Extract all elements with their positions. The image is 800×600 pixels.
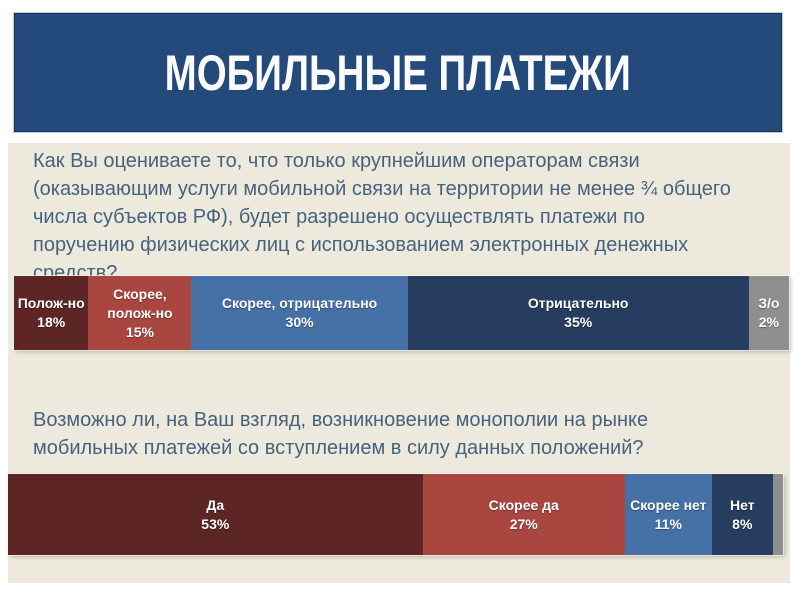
bar-segment: З/о 2% (748, 276, 789, 350)
title-bar: МОБИЛЬНЫЕ ПЛАТЕЖИ (13, 12, 783, 133)
bar-segment: Нет 8% (711, 474, 773, 555)
bar-segment: Отрицательно 35% (407, 276, 749, 350)
segment-label: Скорее да (488, 496, 559, 513)
segment-label: Нет (730, 496, 755, 513)
segment-value: 18% (37, 314, 66, 330)
question-1: Как Вы оцениваете то, что только крупней… (33, 150, 731, 284)
segment-label: Отрицательно (527, 295, 629, 311)
segment-value: 53% (201, 515, 230, 532)
segment-label: З/о (758, 295, 780, 311)
bar-segment: Скорее, отрицательно 30% (191, 276, 408, 350)
segment-value: 11% (654, 515, 682, 532)
bar-segment: Полож-но 18% (14, 276, 89, 350)
segment-label: Скорее нет (630, 496, 707, 513)
segment-label: Скорее, отрицательно (221, 295, 378, 311)
bar-segment: Скорее, полож-но 15% (88, 276, 192, 350)
segment-value: 8% (732, 515, 753, 532)
segment-label: Полож-но (17, 295, 85, 311)
bar-segment (772, 474, 783, 555)
segment-value: 15% (125, 323, 154, 340)
bar-segment: Да 53% (8, 474, 423, 555)
segment-value: 30% (285, 314, 314, 330)
survey-bar-question-1: Полож-но 18% Скорее, полож-но 15% Скорее, от… (14, 276, 789, 350)
question-2: Возможно ли, на Ваш взгляд, возникновени… (33, 409, 649, 459)
bar-segment: Скорее нет 11% (624, 474, 712, 555)
bar-segment: Скорее да 27% (422, 474, 625, 555)
segment-label: Скорее, полож-но (107, 285, 173, 321)
survey-bar-question-2: Да 53% Скорее да 27% Скорее нет 11% Нет 8% (8, 474, 783, 555)
segment-label: Да (206, 496, 225, 513)
segment-value: 35% (564, 314, 593, 330)
segment-value: 27% (509, 515, 538, 532)
segment-value: 2% (758, 314, 779, 330)
slide-title: МОБИЛЬНЫЕ ПЛАТЕЖИ (164, 44, 632, 101)
